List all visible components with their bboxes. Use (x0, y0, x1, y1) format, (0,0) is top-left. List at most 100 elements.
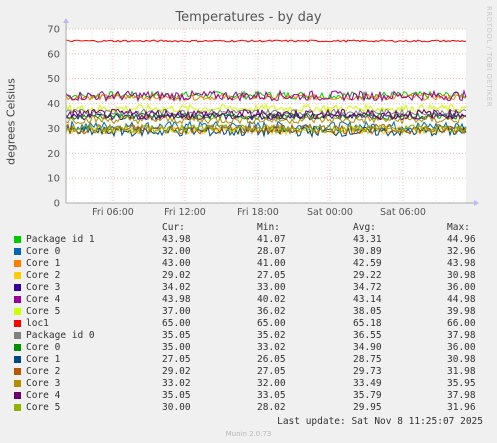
plot-area (66, 29, 466, 203)
legend-avg-value: 43.14 (353, 294, 382, 305)
x-tick-label: Sat 00:00 (307, 207, 353, 215)
legend-row: Core 1 43.00 41.00 42.59 43.98 (0, 258, 497, 270)
rrdtool-watermark: RRDTOOL / TOBI OETIKER (485, 6, 493, 108)
legend-swatch (14, 404, 21, 411)
legend-min-value: 65.00 (257, 318, 286, 329)
legend-min-value: 33.00 (257, 282, 286, 293)
legend-series-name: Core 1 (26, 354, 61, 365)
legend-max-value: 44.98 (447, 294, 476, 305)
legend-row: Core 0 32.00 28.07 30.89 32.96 (0, 246, 497, 258)
legend-header-max: Max: (447, 222, 470, 233)
legend-avg-value: 33.49 (353, 378, 382, 389)
legend-min-value: 33.05 (257, 390, 286, 401)
legend-swatch (14, 380, 21, 387)
legend-min-value: 28.02 (257, 402, 286, 413)
y-tick-label: 50 (47, 74, 60, 85)
legend-series-name: Package id 1 (26, 234, 95, 245)
legend-cur-value: 35.05 (162, 330, 191, 341)
y-tick-label: 0 (54, 199, 60, 210)
legend-min-value: 27.05 (257, 270, 286, 281)
legend-header: Cur: Min: Avg: Max: (0, 222, 497, 234)
legend-max-value: 32.96 (447, 246, 476, 257)
legend-row: Core 2 29.02 27.05 29.22 30.98 (0, 270, 497, 282)
series-line (65, 89, 467, 103)
legend-min-value: 32.00 (257, 378, 286, 389)
y-tick-label: 70 (47, 25, 60, 36)
legend-avg-value: 43.31 (353, 234, 382, 245)
legend-series-name: Core 2 (26, 366, 61, 377)
legend-max-value: 66.00 (447, 318, 476, 329)
legend-max-value: 37.98 (447, 330, 476, 341)
legend-min-value: 41.00 (257, 258, 286, 269)
legend-max-value: 39.98 (447, 306, 476, 317)
legend-avg-value: 29.95 (353, 402, 382, 413)
series-line (65, 123, 467, 134)
legend-series-name: Core 0 (26, 342, 61, 353)
legend-series-name: Core 0 (26, 246, 61, 257)
legend-series-name: Core 3 (26, 282, 61, 293)
legend-min-value: 33.02 (257, 342, 286, 353)
legend-min-value: 35.02 (257, 330, 286, 341)
y-axis-label: degrees Celsius (4, 78, 18, 165)
y-tick-label: 40 (47, 99, 60, 110)
legend-series-name: Core 5 (26, 402, 61, 413)
legend-cur-value: 29.02 (162, 270, 191, 281)
legend-series-name: Core 1 (26, 258, 61, 269)
legend-cur-value: 43.00 (162, 258, 191, 269)
legend-series-name: Core 5 (26, 306, 61, 317)
legend-row: Core 1 27.05 26.05 28.75 30.98 (0, 354, 497, 366)
legend-row: Core 0 35.00 33.02 34.90 36.00 (0, 342, 497, 354)
legend-header-min: Min: (257, 222, 280, 233)
legend-max-value: 31.98 (447, 366, 476, 377)
y-tick-label: 30 (47, 124, 60, 135)
legend-min-value: 28.07 (257, 246, 286, 257)
legend-cur-value: 33.02 (162, 378, 191, 389)
legend-avg-value: 29.22 (353, 270, 382, 281)
legend-avg-value: 34.90 (353, 342, 382, 353)
series-line (65, 108, 466, 121)
legend-row: Package id 0 35.05 35.02 36.55 37.98 (0, 330, 497, 342)
legend-max-value: 35.95 (447, 378, 476, 389)
legend-avg-value: 35.79 (353, 390, 382, 401)
legend-cur-value: 30.00 (162, 402, 191, 413)
legend-max-value: 37.98 (447, 390, 476, 401)
x-tick-label: Sat 06:00 (380, 207, 426, 215)
last-update: Last update: Sat Nov 8 11:25:07 2025 (277, 416, 483, 427)
legend-cur-value: 35.00 (162, 342, 191, 353)
legend-max-value: 36.00 (447, 342, 476, 353)
legend-cur-value: 34.02 (162, 282, 191, 293)
legend-series-name: Core 4 (26, 294, 61, 305)
legend-cur-value: 27.05 (162, 354, 191, 365)
legend-cur-value: 32.00 (162, 246, 191, 257)
legend-row: Package id 1 43.98 41.07 43.31 44.96 (0, 234, 497, 246)
legend-max-value: 36.00 (447, 282, 476, 293)
legend-row: Core 4 43.98 40.02 43.14 44.98 (0, 294, 497, 306)
legend-cur-value: 37.00 (162, 306, 191, 317)
series-line (66, 39, 467, 43)
legend-min-value: 36.02 (257, 306, 286, 317)
legend-avg-value: 28.75 (353, 354, 382, 365)
legend-series-name: Core 4 (26, 390, 61, 401)
legend-avg-value: 38.05 (353, 306, 382, 317)
legend-min-value: 26.05 (257, 354, 286, 365)
legend-row: Core 5 30.00 28.02 29.95 31.96 (0, 402, 497, 414)
legend-swatch (14, 332, 21, 339)
legend-row: Core 3 34.02 33.00 34.72 36.00 (0, 282, 497, 294)
legend-avg-value: 65.18 (353, 318, 382, 329)
legend-swatch (14, 368, 21, 375)
legend-row: Core 2 29.02 27.05 29.73 31.98 (0, 366, 497, 378)
legend-cur-value: 29.02 (162, 366, 191, 377)
x-tick-label: Fri 06:00 (92, 207, 134, 215)
legend-max-value: 44.96 (447, 234, 476, 245)
legend-swatch (14, 356, 21, 363)
x-axis-arrow (474, 200, 479, 206)
legend-max-value: 30.98 (447, 354, 476, 365)
y-tick-label: 10 (47, 174, 60, 185)
legend-swatch (14, 248, 21, 255)
legend-swatch (14, 296, 21, 303)
legend-swatch (14, 392, 21, 399)
legend-avg-value: 36.55 (353, 330, 382, 341)
legend-row: Core 5 37.00 36.02 38.05 39.98 (0, 306, 497, 318)
chart-title: Temperatures - by day (175, 10, 322, 25)
series-line (65, 114, 467, 125)
